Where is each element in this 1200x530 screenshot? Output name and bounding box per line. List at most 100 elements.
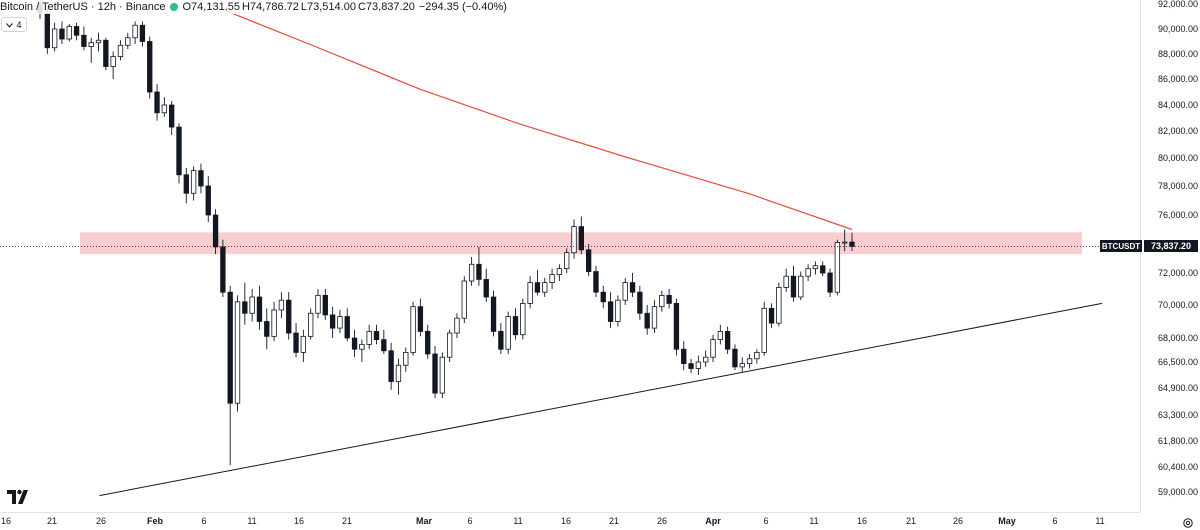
support-trendline[interactable] <box>99 302 1103 497</box>
candle[interactable] <box>615 295 621 327</box>
candle[interactable] <box>373 324 380 345</box>
candle[interactable] <box>761 301 767 356</box>
candle[interactable] <box>264 308 270 350</box>
candle[interactable] <box>637 285 643 320</box>
candle[interactable] <box>673 298 680 356</box>
candle[interactable] <box>644 305 650 335</box>
candle[interactable] <box>549 268 555 289</box>
candle[interactable] <box>51 22 58 52</box>
candle[interactable] <box>739 357 745 372</box>
candle[interactable] <box>446 329 453 362</box>
candle[interactable] <box>88 37 94 63</box>
candle[interactable] <box>66 24 72 42</box>
candle[interactable] <box>95 32 102 52</box>
candle[interactable] <box>351 329 358 358</box>
candle[interactable] <box>593 265 599 297</box>
chart-legend[interactable]: Bitcoin / TetherUS · 12h · Binance O74,1… <box>0 0 507 14</box>
gear-icon[interactable] <box>1182 516 1194 528</box>
candle[interactable] <box>505 311 511 354</box>
candle[interactable] <box>746 354 753 369</box>
candle[interactable] <box>520 298 526 340</box>
candle[interactable] <box>73 22 80 41</box>
candle[interactable] <box>790 265 797 302</box>
candle[interactable] <box>234 295 241 412</box>
candle[interactable] <box>161 97 168 117</box>
candle[interactable] <box>681 341 687 371</box>
candle[interactable] <box>703 350 709 367</box>
candle[interactable] <box>439 352 446 399</box>
candle[interactable] <box>337 309 343 334</box>
candle[interactable] <box>768 303 775 329</box>
candle[interactable] <box>490 290 497 337</box>
candle[interactable] <box>81 26 87 51</box>
candle[interactable] <box>783 268 789 293</box>
candle[interactable] <box>227 285 233 466</box>
candle[interactable] <box>512 308 519 340</box>
candle[interactable] <box>59 21 65 45</box>
candle[interactable] <box>710 334 716 362</box>
candle[interactable] <box>688 358 694 374</box>
candle[interactable] <box>432 346 438 399</box>
candle[interactable] <box>117 40 124 61</box>
candle[interactable] <box>805 264 811 281</box>
candle[interactable] <box>315 289 321 319</box>
candle[interactable] <box>476 246 482 286</box>
candle[interactable] <box>388 342 394 390</box>
candle[interactable] <box>278 292 285 319</box>
candle[interactable] <box>176 123 182 184</box>
candle[interactable] <box>212 209 219 255</box>
candle[interactable] <box>666 289 672 309</box>
candle[interactable] <box>812 261 819 275</box>
candle[interactable] <box>468 257 475 286</box>
candle[interactable] <box>307 308 314 340</box>
candle[interactable] <box>183 167 189 204</box>
candle[interactable] <box>190 166 197 201</box>
candle[interactable] <box>300 329 307 362</box>
candle[interactable] <box>417 298 424 337</box>
candle[interactable] <box>132 21 138 45</box>
candle[interactable] <box>110 51 116 80</box>
candle[interactable] <box>483 268 489 302</box>
candle[interactable] <box>169 101 175 136</box>
candle[interactable] <box>842 229 848 252</box>
candle[interactable] <box>198 163 204 194</box>
candle[interactable] <box>403 347 409 372</box>
candle[interactable] <box>564 248 570 273</box>
candle[interactable] <box>256 285 263 330</box>
candle[interactable] <box>754 349 760 364</box>
candle[interactable] <box>329 306 336 338</box>
candle[interactable] <box>798 271 804 301</box>
indicators-toggle-button[interactable]: 4 <box>1 17 27 32</box>
candle[interactable] <box>286 292 292 340</box>
candle[interactable] <box>834 239 841 296</box>
candle[interactable] <box>154 84 160 121</box>
moving-average-line[interactable] <box>190 0 853 231</box>
candle[interactable] <box>359 339 365 362</box>
candle[interactable] <box>732 344 738 371</box>
candle[interactable] <box>425 324 431 359</box>
candle[interactable] <box>585 244 592 277</box>
candle[interactable] <box>534 270 541 296</box>
chart-canvas[interactable] <box>0 0 1140 512</box>
candle[interactable] <box>695 355 702 375</box>
candle[interactable] <box>498 323 504 354</box>
candle[interactable] <box>454 313 460 338</box>
candle[interactable] <box>381 329 387 354</box>
candle[interactable] <box>600 285 606 309</box>
candle[interactable] <box>322 289 328 320</box>
tradingview-logo[interactable] <box>6 488 32 506</box>
candle[interactable] <box>527 276 533 309</box>
candle[interactable] <box>205 176 211 223</box>
candle[interactable] <box>651 300 658 334</box>
price-chart[interactable] <box>0 0 1140 512</box>
candle[interactable] <box>249 289 255 322</box>
candle[interactable] <box>366 324 372 350</box>
candle[interactable] <box>827 268 833 297</box>
candle[interactable] <box>629 273 636 297</box>
candle[interactable] <box>776 282 782 327</box>
candle[interactable] <box>410 301 416 356</box>
candle[interactable] <box>395 358 402 395</box>
candle[interactable] <box>139 21 146 47</box>
candle[interactable] <box>820 261 826 277</box>
candle[interactable] <box>578 216 585 255</box>
